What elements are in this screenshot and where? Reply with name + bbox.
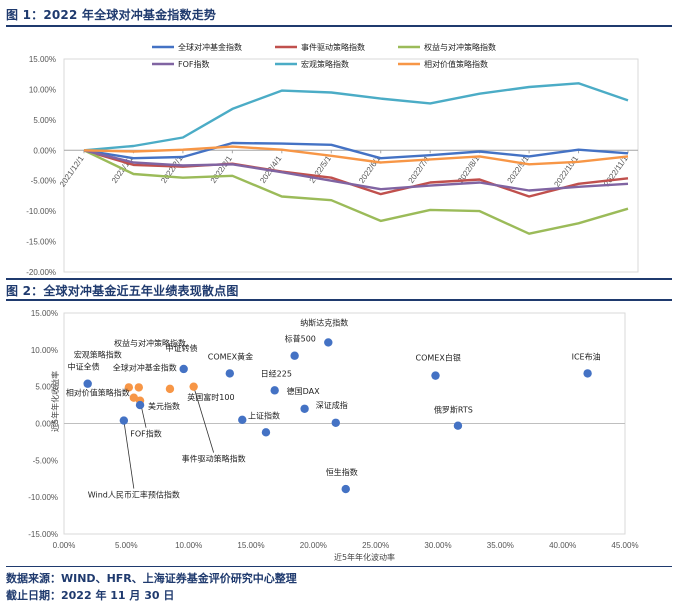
leader-line xyxy=(123,420,135,489)
y-tick-label: -5.00% xyxy=(33,456,58,465)
y-tick-label: 5.00% xyxy=(33,116,56,125)
scatter-point xyxy=(238,415,247,425)
scatter-point xyxy=(431,371,440,380)
scatter-point xyxy=(341,484,350,494)
point-label: 德国DAX xyxy=(287,386,320,396)
point-label: 权益与对冲策略指数 xyxy=(114,338,186,348)
scatter-point xyxy=(290,351,299,360)
legend-label: 相对价值策略指数 xyxy=(424,59,488,69)
x-tick-label: 35.00% xyxy=(487,541,514,550)
series-line xyxy=(83,149,629,192)
y-axis-title: 近5年年化收益率 xyxy=(50,371,60,432)
point-label: 全球对冲基金指数 xyxy=(113,362,177,372)
y-tick-label: -15.00% xyxy=(26,238,56,247)
scatter-point xyxy=(300,404,309,413)
y-tick-label: 10.00% xyxy=(31,346,58,355)
scatter-point xyxy=(324,338,333,347)
legend-label: 权益与对冲策略指数 xyxy=(424,42,496,52)
scatter-point xyxy=(261,428,271,437)
point-label: 深证成指 xyxy=(316,400,348,410)
scatter-point xyxy=(331,418,340,427)
legend-label: 全球对冲基金指数 xyxy=(178,42,242,52)
legend-label: 宏观策略指数 xyxy=(301,59,349,69)
point-label: COMEX白银 xyxy=(416,353,461,363)
date-note: 截止日期：2022 年 11 月 30 日 xyxy=(6,589,175,602)
x-tick-label: 10.00% xyxy=(175,541,202,550)
scatter-point xyxy=(165,384,175,394)
point-label: 相对价值策略指数 xyxy=(66,388,130,398)
point-label: FOF指数 xyxy=(130,429,162,439)
footer-rule xyxy=(6,566,672,567)
x-tick-label: 2022/3/1 xyxy=(209,154,235,185)
point-label: 纳斯达克指数 xyxy=(300,317,348,327)
scatter-point xyxy=(124,383,134,392)
series-line xyxy=(83,149,629,235)
x-tick-label: 45.00% xyxy=(611,541,638,550)
scatter-point xyxy=(119,416,129,425)
point-label: 中证转债 xyxy=(166,343,198,353)
scatter-point xyxy=(453,421,463,430)
point-label: 俄罗斯RTS xyxy=(434,405,473,415)
figure2-title: 图 2：全球对冲基金近五年业绩表现散点图 xyxy=(6,284,239,298)
point-label: 标普500 xyxy=(285,334,316,344)
scatter-point xyxy=(135,400,145,410)
leader-line xyxy=(193,386,215,453)
y-tick-label: -15.00% xyxy=(28,530,58,539)
x-tick-label: 0.00% xyxy=(53,541,76,550)
y-tick-label: 15.00% xyxy=(31,309,58,318)
point-label: COMEX黄金 xyxy=(208,351,253,361)
point-label: 美元指数 xyxy=(148,401,180,411)
point-label: ICE布油 xyxy=(572,351,601,361)
point-label: 英国富时100 xyxy=(187,392,234,402)
x-tick-label: 25.00% xyxy=(362,541,389,550)
point-label: 事件驱动策略指数 xyxy=(182,454,246,464)
series-line xyxy=(83,141,629,160)
scatter-point xyxy=(270,386,279,395)
x-axis-title: 近5年年化波动率 xyxy=(334,552,395,562)
scatter-point xyxy=(129,393,139,402)
y-tick-label: -20.00% xyxy=(26,268,56,277)
y-tick-label: -10.00% xyxy=(28,493,58,502)
figure1-title-rule xyxy=(6,25,672,27)
point-label: 恒生指数 xyxy=(326,467,358,477)
scatter-point xyxy=(225,369,235,378)
y-tick-label: 5.00% xyxy=(35,383,58,392)
x-tick-label: 2021/12/1 xyxy=(58,154,86,189)
point-label: Wind人民币汇率预估指数 xyxy=(88,490,180,500)
point-label: 宏观策略指数 xyxy=(74,349,122,359)
scatter-point xyxy=(189,382,198,391)
legend-label: FOF指数 xyxy=(178,59,210,69)
point-label: 中证全债 xyxy=(68,362,100,372)
scatter-point xyxy=(134,383,143,392)
y-tick-label: 0.00% xyxy=(35,420,58,429)
y-tick-label: 0.00% xyxy=(33,146,56,155)
x-tick-label: 20.00% xyxy=(300,541,327,550)
x-tick-label: 15.00% xyxy=(237,541,264,550)
plot-area-border xyxy=(63,58,639,273)
figure2-title-rule xyxy=(6,299,672,301)
x-tick-label: 5.00% xyxy=(115,541,138,550)
x-tick-label: 2022/9/1 xyxy=(505,154,531,185)
x-tick-label: 40.00% xyxy=(549,541,576,550)
series-line xyxy=(83,145,629,166)
y-tick-label: -10.00% xyxy=(26,207,56,216)
y-tick-label: 10.00% xyxy=(29,85,56,94)
scatter-point xyxy=(83,379,92,388)
scatter-chart: 15.00% 10.00% 5.00% 0.00% -5.00% -10.00% -15.0… xyxy=(28,309,638,562)
figure1-title: 图 1：2022 年全球对冲基金指数走势 xyxy=(6,8,217,22)
point-label: 上证指数 xyxy=(248,410,280,420)
line-chart: 15.00% 10.00% 5.00% 0.00% -5.00% -10.00% -15.0… xyxy=(26,42,639,277)
series-line xyxy=(83,82,629,152)
scatter-point xyxy=(179,364,188,374)
scatter-point xyxy=(583,369,592,378)
figure2-top-rule xyxy=(6,278,672,280)
source-note: 数据来源：WIND、HFR、上海证券基金评价研究中心整理 xyxy=(6,572,297,585)
legend-label: 事件驱动策略指数 xyxy=(301,42,365,52)
y-tick-label: -5.00% xyxy=(31,177,56,186)
x-tick-label: 30.00% xyxy=(424,541,451,550)
point-label: 日经225 xyxy=(261,368,292,378)
y-tick-label: 15.00% xyxy=(29,55,56,64)
